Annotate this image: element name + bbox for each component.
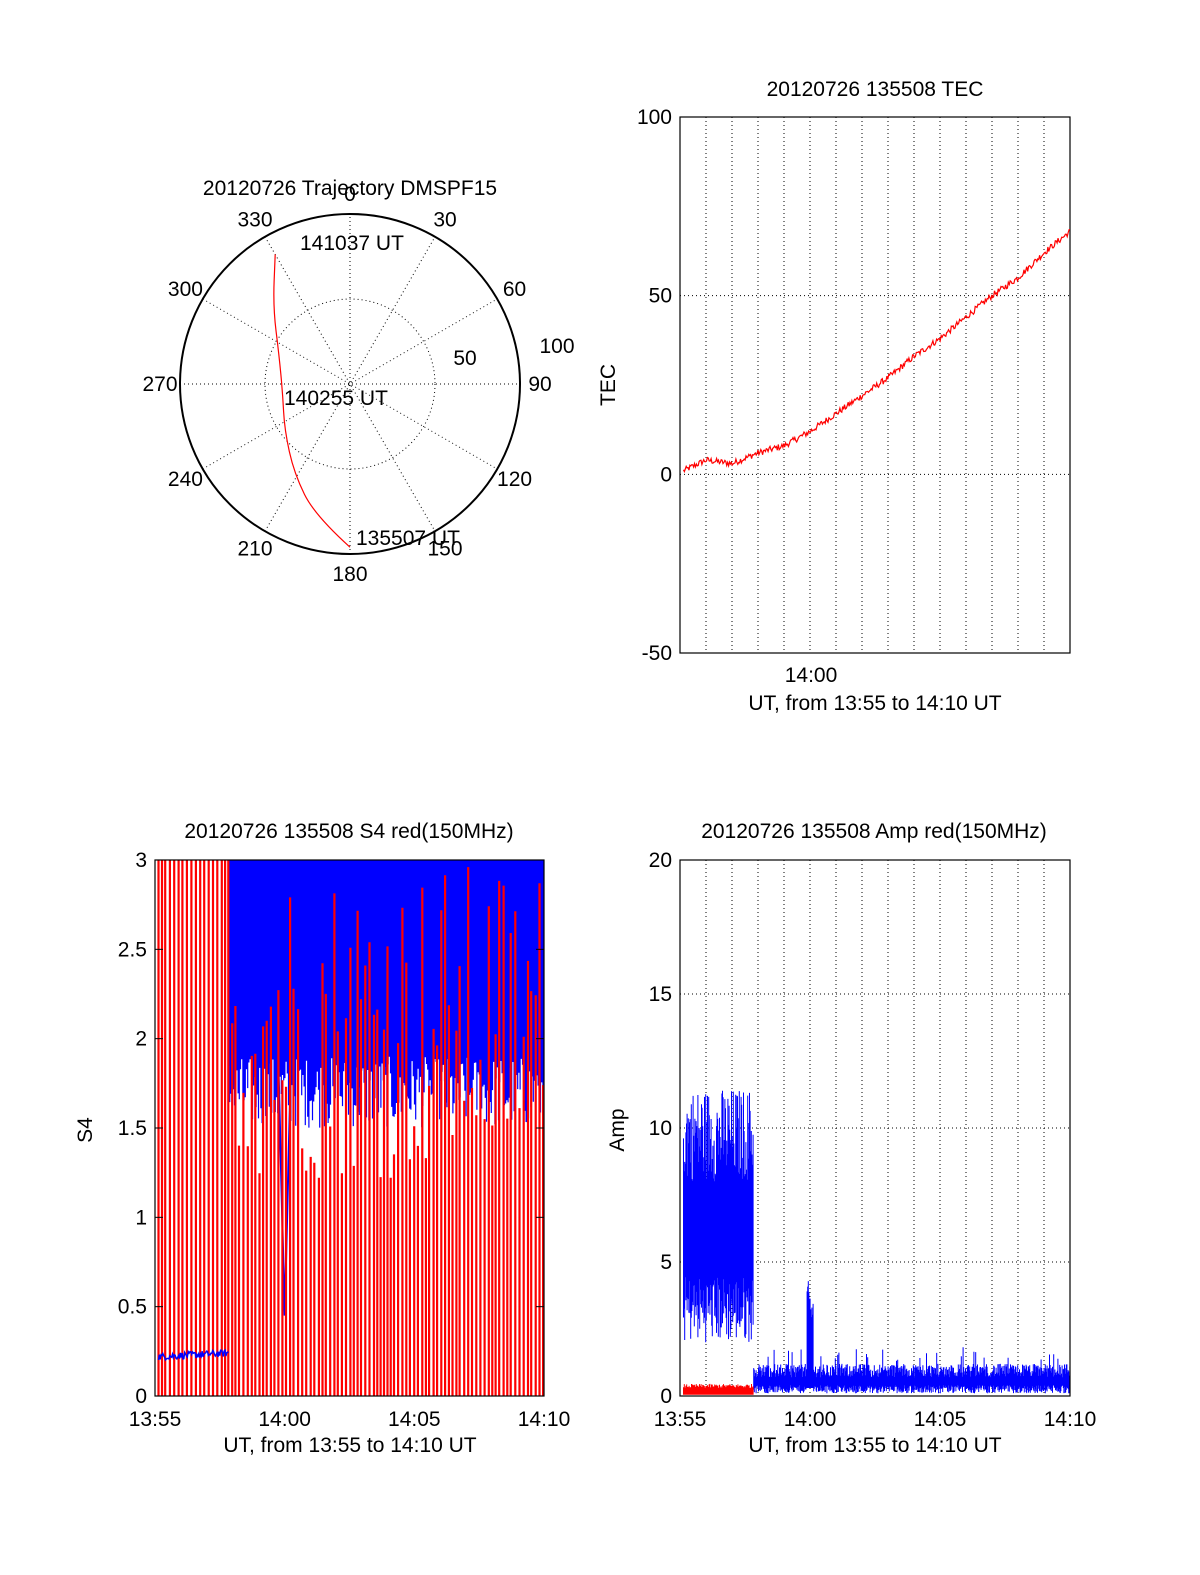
annotation-mid-time: 140255 UT <box>284 387 388 410</box>
amp-y-ticks: 20 15 10 5 0 <box>649 849 672 1408</box>
s4-y-tick: 2.5 <box>118 938 147 961</box>
s4-x-tick: 14:05 <box>388 1408 441 1431</box>
s4-blue-dip <box>277 1074 292 1316</box>
s4-x-tick: 13:55 <box>129 1408 182 1431</box>
tec-y-tick: -50 <box>642 642 672 665</box>
polar-spoke-150 <box>264 236 436 532</box>
annotation-end-time: 141037 UT <box>300 232 404 255</box>
tec-y-ticks: 100 50 0 -50 <box>637 106 672 665</box>
amp-frame <box>679 859 1071 1397</box>
polar-spokes <box>180 214 520 554</box>
radius-label-50: 50 <box>453 347 476 370</box>
amp-title: 20120726 135508 Amp red(150MHz) <box>701 820 1047 843</box>
polar-spoke-30 <box>264 236 436 532</box>
angle-label-150: 150 <box>427 538 462 561</box>
tec-frame <box>679 116 1071 654</box>
tec-y-tick: 50 <box>649 285 672 308</box>
angle-label-300: 300 <box>168 278 203 301</box>
s4-y-label: S4 <box>74 1117 97 1143</box>
amp-x-tick: 14:00 <box>784 1408 837 1431</box>
annotation-start-time: 135507 UT <box>356 527 460 550</box>
amp-x-tick: 14:10 <box>1044 1408 1097 1431</box>
trajectory-panel: 20120726 Trajectory DMSPF15 0 30 60 90 120 15… <box>142 177 574 586</box>
angle-label-330: 330 <box>237 208 272 231</box>
trajectory-title: 20120726 Trajectory DMSPF15 <box>203 177 497 200</box>
polar-spoke-120 <box>202 298 498 470</box>
s4-title: 20120726 135508 S4 red(150MHz) <box>184 820 513 843</box>
angle-label-240: 240 <box>168 468 203 491</box>
tec-panel: 20120726 135508 TEC 100 50 0 -50 14:00 UT, … <box>597 78 1071 715</box>
amp-y-tick: 20 <box>649 849 672 872</box>
angle-label-60: 60 <box>503 278 526 301</box>
amp-y-tick: 0 <box>660 1385 672 1408</box>
angle-label-90: 90 <box>528 373 551 396</box>
amp-x-ticks: 13:55 14:00 14:05 14:10 <box>654 1408 1097 1431</box>
tec-x-tick-1400: 14:00 <box>785 664 838 687</box>
s4-panel: 20120726 135508 S4 red(150MHz) 3 2.5 2 1.5 1… <box>74 820 570 1457</box>
trajectory-line <box>273 254 351 548</box>
s4-x-ticks: 13:55 14:00 14:05 14:10 <box>129 1408 571 1431</box>
angle-label-0: 0 <box>344 183 356 206</box>
angle-label-180: 180 <box>332 563 367 586</box>
tec-y-tick: 0 <box>660 463 672 486</box>
amp-x-tick: 13:55 <box>654 1408 707 1431</box>
s4-y-tick: 3 <box>135 849 147 872</box>
amp-y-tick: 15 <box>649 983 672 1006</box>
s4-y-tick: 2 <box>135 1028 147 1051</box>
radius-label-100: 100 <box>539 335 574 358</box>
s4-y-tick: 1.5 <box>118 1117 147 1140</box>
tec-series-line <box>682 229 1070 474</box>
amp-y-tick: 5 <box>660 1251 672 1274</box>
tec-y-tick: 100 <box>637 106 672 129</box>
amp-red-series <box>683 1383 754 1395</box>
angle-label-30: 30 <box>433 208 456 231</box>
tec-grid <box>680 116 1070 654</box>
amp-x-label: UT, from 13:55 to 14:10 UT <box>748 1434 1001 1457</box>
polar-spoke-60 <box>202 298 498 470</box>
amp-blue-series <box>683 1090 1070 1394</box>
s4-blue-low-segment <box>157 1348 229 1362</box>
s4-y-ticks: 3 2.5 2 1.5 1 0.5 0 <box>118 849 544 1408</box>
polar-inner-ring <box>264 298 436 470</box>
tec-x-label: UT, from 13:55 to 14:10 UT <box>748 692 1001 715</box>
s4-x-tick: 14:10 <box>518 1408 571 1431</box>
angle-label-120: 120 <box>497 468 532 491</box>
amp-x-tick: 14:05 <box>914 1408 967 1431</box>
s4-x-tick: 14:00 <box>258 1408 311 1431</box>
angle-label-270: 270 <box>142 373 177 396</box>
s4-x-label: UT, from 13:55 to 14:10 UT <box>223 1434 476 1457</box>
tec-title: 20120726 135508 TEC <box>767 78 984 101</box>
amp-y-label: Amp <box>606 1108 629 1151</box>
polar-angle-labels: 0 30 60 90 120 150 180 210 240 270 300 330 <box>142 183 551 586</box>
amp-panel: 20120726 135508 Amp red(150MHz) 20 15 10 5 0… <box>606 820 1096 1457</box>
tec-y-label: TEC <box>597 364 620 406</box>
s4-y-tick: 1 <box>135 1206 147 1229</box>
angle-label-210: 210 <box>237 538 272 561</box>
s4-y-tick: 0.5 <box>118 1296 147 1319</box>
s4-y-tick: 0 <box>135 1385 147 1408</box>
amp-y-tick: 10 <box>649 1117 672 1140</box>
